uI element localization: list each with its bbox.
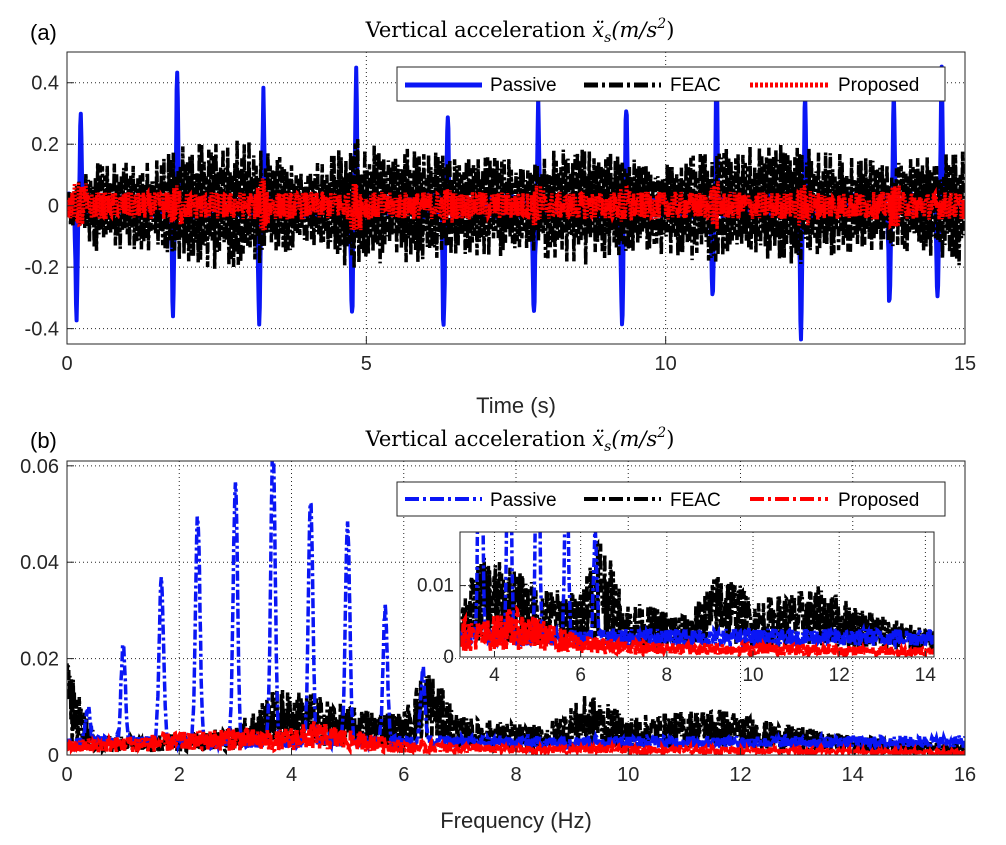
inset-x-tick-label: 6 <box>575 665 586 686</box>
panel-a-ticks: 0 5 10 15 -0.4 -0.2 0 0.2 0.4 <box>25 73 977 375</box>
legend-b-feac-label: FEAC <box>670 490 721 511</box>
inset-x-tick-label: 8 <box>662 665 673 686</box>
panel-b-legend: Passive FEAC Proposed <box>396 481 946 517</box>
inset-y-tick-label: 0.01 <box>417 576 454 597</box>
panel-b-legend-box <box>396 481 946 517</box>
legend-b-passive-label: Passive <box>490 490 557 511</box>
panel-a: (a) Vertical acceleration ẍs(m/s2) 0 5 10 1… <box>25 16 977 418</box>
panel-b-label: (b) <box>30 428 57 453</box>
y-tick-label: 0.06 <box>20 456 59 478</box>
panel-b-inset: 4 6 8 10 12 14 0 0.01 <box>417 531 936 686</box>
x-tick-label: 8 <box>510 764 521 786</box>
y-tick-label: 0 <box>48 196 59 218</box>
inset-series-passive <box>460 532 934 653</box>
y-tick-label: 0.02 <box>20 649 59 671</box>
y-tick-label: 0.4 <box>31 73 59 95</box>
y-tick-label: 0.04 <box>20 552 59 574</box>
x-tick-label: 10 <box>655 353 677 375</box>
inset-series <box>460 532 934 657</box>
panel-b-ticks: 0 2 4 6 8 10 12 14 16 0 0.02 0.04 0.06 <box>20 456 976 786</box>
x-tick-label: 5 <box>361 353 372 375</box>
inset-frame <box>459 531 935 658</box>
inset-x-tick-label: 4 <box>489 665 500 686</box>
x-tick-label: 0 <box>61 353 72 375</box>
inset-x-tick-label: 12 <box>829 665 850 686</box>
panel-b-title: Vertical acceleration ẍs(m/s2) <box>365 425 675 455</box>
x-tick-label: 4 <box>286 764 297 786</box>
inset-x-tick-label: 10 <box>742 665 763 686</box>
series-proposed-a <box>67 178 965 234</box>
y-tick-label: 0.2 <box>31 134 59 156</box>
x-tick-label: 16 <box>954 764 976 786</box>
panel-a-plot-area <box>67 64 965 342</box>
x-tick-label: 12 <box>729 764 751 786</box>
inset-y-tick-label: 0 <box>443 647 454 668</box>
x-tick-label: 14 <box>842 764 864 786</box>
inset-series-proposed <box>460 604 934 657</box>
x-tick-label: 0 <box>61 764 72 786</box>
legend-a-feac-label: FEAC <box>670 75 721 96</box>
y-tick-label: 0 <box>48 745 59 767</box>
y-tick-label: -0.2 <box>25 257 59 279</box>
legend-a-proposed-label: Proposed <box>838 75 919 96</box>
x-tick-label: 2 <box>174 764 185 786</box>
panel-a-xlabel: Time (s) <box>476 393 556 418</box>
inset-ticks: 4 6 8 10 12 14 0 0.01 <box>417 576 936 686</box>
panel-b: (b) Vertical acceleration ẍs(m/s2) 0 2 4 6 8… <box>20 425 976 833</box>
panel-a-frame <box>66 51 966 345</box>
x-tick-label: 15 <box>954 353 976 375</box>
x-tick-label: 10 <box>617 764 639 786</box>
y-tick-label: -0.4 <box>25 319 59 341</box>
inset-x-tick-label: 14 <box>915 665 937 686</box>
panel-a-legend-box <box>396 66 946 102</box>
panel-b-xlabel: Frequency (Hz) <box>440 808 592 833</box>
panel-a-series <box>67 64 965 342</box>
panel-a-label: (a) <box>30 20 57 45</box>
legend-a-passive-label: Passive <box>490 75 557 96</box>
panel-a-legend: Passive FEAC Proposed <box>396 66 946 102</box>
panel-a-title: Vertical acceleration ẍs(m/s2) <box>365 16 675 46</box>
x-tick-label: 6 <box>398 764 409 786</box>
legend-b-proposed-label: Proposed <box>838 490 919 511</box>
